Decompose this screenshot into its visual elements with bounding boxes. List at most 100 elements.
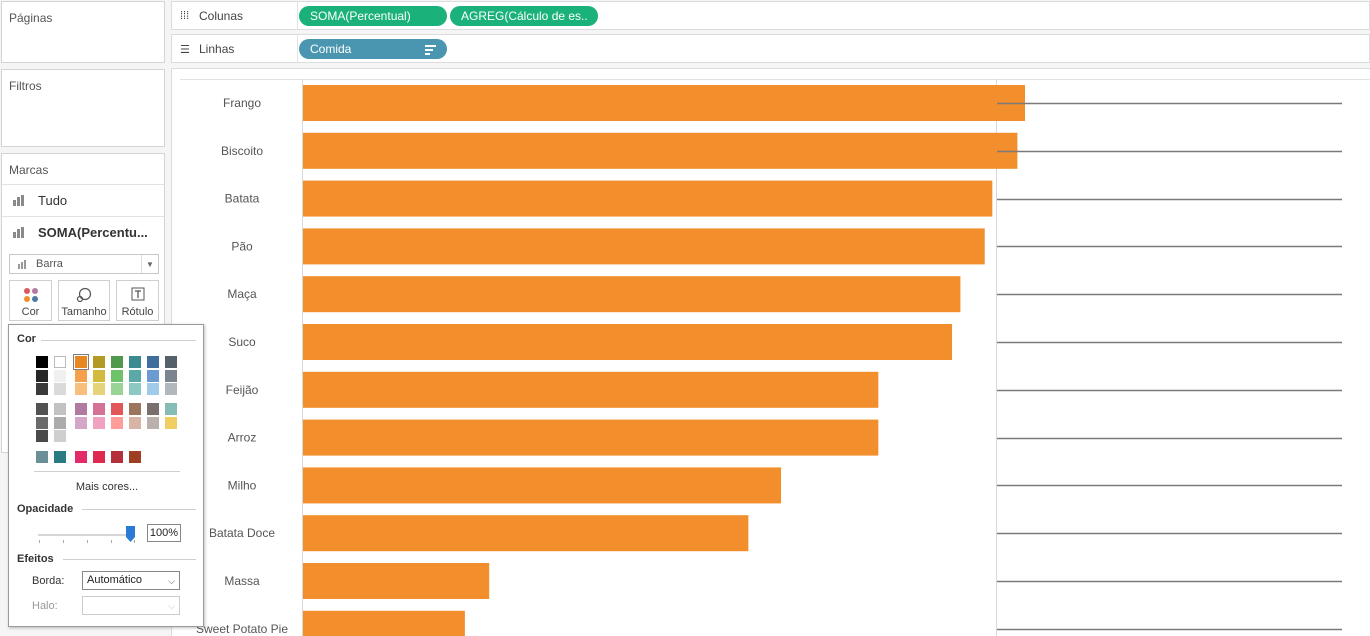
color-popup: Cor Mais cores... Opacidade 100% Efeitos… [8,324,204,627]
color-swatch[interactable] [54,383,66,395]
color-swatch[interactable] [54,430,66,442]
color-swatch[interactable] [54,356,66,368]
filters-card-title: Filtros [9,79,42,93]
color-swatch[interactable] [36,403,48,415]
size-button[interactable]: Tamanho [58,280,110,321]
columns-label-text: Colunas [199,9,244,23]
color-swatch[interactable] [93,417,105,429]
halo-label: Halo: [32,600,58,612]
color-swatch[interactable] [75,403,87,415]
chevron-down-icon: ▼ [141,255,158,273]
halo-select: ⌵ [82,596,180,615]
marks-tab-all[interactable]: Tudo [2,184,164,215]
slider-tick [134,540,135,543]
category-label: Maça [227,287,257,301]
color-swatch[interactable] [36,370,48,382]
color-swatch[interactable] [129,370,141,382]
opacity-slider-track[interactable] [38,534,134,536]
columns-shelf-label: ⁞⁞⁞ Colunas [180,9,243,23]
opacity-slider-thumb[interactable] [126,526,135,542]
recent-color-swatch[interactable] [75,451,87,463]
color-swatch[interactable] [111,356,123,368]
bar-8 [303,467,782,504]
recent-color-swatch[interactable] [54,451,66,463]
bar-4 [303,276,961,313]
bar-chart-icon [18,259,29,269]
color-swatch[interactable] [147,356,159,368]
recent-color-swatch[interactable] [111,451,123,463]
border-select[interactable]: Automático ⌵ [82,571,180,590]
slider-tick [87,540,88,543]
color-swatch[interactable] [165,383,177,395]
color-swatch[interactable] [147,370,159,382]
color-swatch[interactable] [111,403,123,415]
bar-chart-icon [13,226,27,238]
divider [41,340,196,341]
category-label: Pão [231,239,253,253]
chevron-down-icon: ⌵ [168,601,175,611]
recent-color-swatch[interactable] [93,451,105,463]
marks-tab-soma[interactable]: SOMA(Percentu... [2,216,164,247]
color-swatch[interactable] [36,417,48,429]
color-swatch[interactable] [165,356,177,368]
color-swatch[interactable] [36,383,48,395]
sort-descending-icon[interactable] [425,45,436,57]
category-label: Milho [228,478,257,492]
color-swatch[interactable] [129,356,141,368]
color-swatch[interactable] [75,417,87,429]
color-swatch[interactable] [147,403,159,415]
color-swatch[interactable] [129,383,141,395]
rows-shelf[interactable]: ☰ Linhas Comida [171,34,1370,63]
divider [34,471,180,472]
color-swatch[interactable] [165,370,177,382]
filters-card[interactable]: Filtros [1,69,165,147]
color-swatch[interactable] [36,356,48,368]
color-swatch[interactable] [36,430,48,442]
bar-11 [303,610,465,636]
color-swatch[interactable] [93,356,105,368]
color-swatch[interactable] [165,403,177,415]
columns-icon: ⁞⁞⁞ [180,10,190,22]
color-swatch[interactable] [93,403,105,415]
rows-pill-comida-label: Comida [310,42,352,56]
color-swatch[interactable] [75,383,87,395]
color-button[interactable]: Cor [9,280,52,321]
opacity-section-title: Opacidade [17,503,74,515]
text-label-icon [131,287,144,301]
pages-card-title: Páginas [9,11,53,25]
bar-9 [303,515,749,552]
columns-pill-agreg-calculo[interactable]: AGREG(Cálculo de es.. [450,6,598,26]
color-swatch[interactable] [111,383,123,395]
color-section-title: Cor [17,333,36,345]
color-swatch[interactable] [93,370,105,382]
pages-card[interactable]: Páginas [1,1,165,63]
effects-section-title: Efeitos [17,553,54,565]
color-swatch[interactable] [147,383,159,395]
color-swatch[interactable] [93,383,105,395]
color-swatch[interactable] [54,417,66,429]
bar-0 [303,85,1025,121]
color-swatch[interactable] [111,417,123,429]
color-swatch[interactable] [54,403,66,415]
label-button[interactable]: Rótulo [116,280,159,321]
color-swatch[interactable] [54,370,66,382]
color-swatch[interactable] [75,370,87,382]
rows-pill-comida[interactable]: Comida [299,39,447,59]
bar-7 [303,419,879,456]
mark-type-dropdown[interactable]: Barra ▼ [9,254,159,274]
opacity-value-input[interactable]: 100% [147,524,181,542]
more-colors-link[interactable]: Mais cores... [75,481,139,493]
shelf-divider [297,35,298,62]
color-swatch[interactable] [147,417,159,429]
color-swatch[interactable] [73,354,89,370]
recent-color-swatch[interactable] [129,451,141,463]
color-swatch[interactable] [165,417,177,429]
recent-color-swatch[interactable] [36,451,48,463]
color-swatch[interactable] [129,403,141,415]
color-swatch[interactable] [111,370,123,382]
columns-pill-soma-percentual[interactable]: SOMA(Percentual) [299,6,447,26]
border-label: Borda: [32,575,65,587]
color-swatch[interactable] [129,417,141,429]
columns-shelf[interactable]: ⁞⁞⁞ Colunas SOMA(Percentual) AGREG(Cálcu… [171,1,1370,30]
